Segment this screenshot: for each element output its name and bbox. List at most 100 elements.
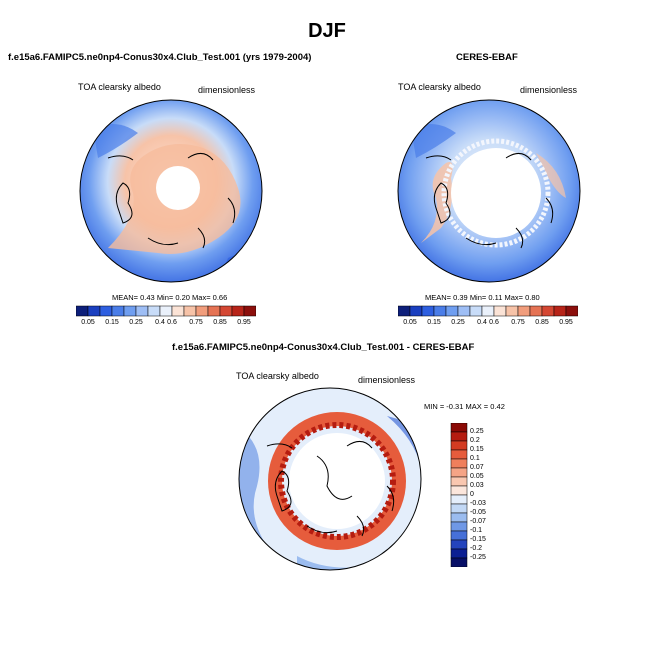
diff-colorbar-tick-label: -0.07 [470,518,486,525]
obs-variable-label: TOA clearsky albedo [398,82,481,92]
diff-colorbar-swatch [450,431,468,442]
obs-colorbar-labels: 0.05 0.15 0.25 0.4 0.6 0.75 0.85 0.95 [398,319,578,329]
diff-coastlines [266,441,395,537]
diff-colorbar-tick-label: -0.05 [470,509,486,516]
obs-colorbar-tick-label: 0.25 [451,319,465,326]
obs-colorbar-tick-label: 0.15 [427,319,441,326]
model-colorbar-swatch [87,305,101,317]
diff-colorbar-swatch [450,521,468,532]
obs-colorbar-swatch [469,305,483,317]
figure-title: DJF [308,20,346,42]
diff-colorbar-swatch [450,539,468,550]
diff-colorbar-swatch [450,503,468,514]
model-colorbar-swatch [231,305,245,317]
model-colorbar-labels: 0.05 0.15 0.25 0.4 0.6 0.75 0.85 0.95 [76,319,256,329]
obs-colorbar-swatch [493,305,507,317]
obs-colorbar [398,305,578,317]
diff-colorbar-swatch [450,467,468,478]
diff-colorbar-swatch [450,423,468,433]
model-colorbar [76,305,256,317]
diff-colorbar-tick-label: 0 [470,491,474,498]
diff-colorbar-swatch [450,458,468,469]
obs-colorbar-swatch [398,305,411,317]
obs-colorbar-swatch [457,305,471,317]
diff-colorbar-swatch [450,494,468,505]
obs-colorbar-tick-label: 0.95 [559,319,573,326]
diff-colorbar-tick-label: 0.25 [470,428,484,435]
model-colorbar-swatch [183,305,197,317]
obs-coastlines [425,153,554,249]
model-colorbar-tick-label: 0.6 [167,319,177,326]
obs-units-label: dimensionless [520,85,578,95]
diff-colorbar-tick-label: 0.2 [470,437,480,444]
model-stats: MEAN= 0.43 Min= 0.20 Max= 0.66 [112,293,228,302]
diff-colorbar-swatch [450,557,468,567]
diff-colorbar-tick-label: 0.15 [470,446,484,453]
diff-polar-hole [289,433,385,529]
obs-polar-hole [451,148,541,238]
diff-colorbar-tick-label: -0.15 [470,536,486,543]
diff-colorbar-tick-label: -0.1 [470,527,483,534]
diff-colorbar-tick-label: -0.25 [470,554,486,561]
model-colorbar-swatch [147,305,161,317]
obs-colorbar-swatch [517,305,531,317]
diff-colorbar-swatch [450,530,468,541]
diff-colorbar-tick-label: -0.03 [470,500,486,507]
diff-colorbar-tick-label: 0.07 [470,464,484,471]
model-colorbar-tick-label: 0.4 [155,319,165,326]
model-panel-title: f.e15a6.FAMIPC5.ne0np4-Conus30x4.Club_Te… [8,52,312,63]
obs-colorbar-tick-label: 0.6 [489,319,499,326]
obs-stats: MEAN= 0.39 Min= 0.11 Max= 0.80 [425,293,540,302]
diff-colorbar-tick-label: 0.05 [470,473,484,480]
diff-stats: MIN = -0.31 MAX = 0.42 [424,402,505,411]
model-colorbar-swatch [111,305,125,317]
model-colorbar-tick-label: 0.95 [237,319,251,326]
model-colorbar-swatch [243,305,256,317]
model-colorbar-swatch [135,305,149,317]
model-colorbar-swatch [219,305,233,317]
model-colorbar-swatch [123,305,137,317]
obs-colorbar-swatch [529,305,543,317]
diff-colorbar [450,423,468,567]
obs-colorbar-tick-label: 0.4 [477,319,487,326]
model-coastlines [107,153,236,249]
model-colorbar-swatch [159,305,173,317]
model-colorbar-swatch [99,305,113,317]
model-colorbar-swatch [207,305,221,317]
obs-colorbar-swatch [481,305,495,317]
obs-colorbar-swatch [553,305,567,317]
diff-positive-ring [268,412,406,550]
obs-colorbar-tick-label: 0.75 [511,319,525,326]
diff-colorbar-swatch [450,548,468,559]
obs-colorbar-swatch [433,305,447,317]
diff-colorbar-swatch [450,476,468,487]
diff-colorbar-swatch [450,485,468,496]
obs-colorbar-swatch [445,305,459,317]
model-units-label: dimensionless [198,85,256,95]
diff-polar-map [238,387,422,571]
diff-colorbar-swatch [450,440,468,451]
diff-colorbar-tick-label: 0.03 [470,482,484,489]
model-colorbar-tick-label: 0.15 [105,319,119,326]
diff-colorbar-tick-label: -0.2 [470,545,483,552]
model-colorbar-swatch [171,305,185,317]
diff-colorbar-labels: 0.25 0.2 0.15 0.1 0.07 0.05 0.03 0 -0.03 -0.05 -0.… [470,423,510,567]
obs-colorbar-tick-label: 0.85 [535,319,549,326]
model-variable-label: TOA clearsky albedo [78,82,161,92]
model-colorbar-swatch [76,305,89,317]
obs-colorbar-swatch [541,305,555,317]
diff-variable-label: TOA clearsky albedo [236,371,319,381]
model-colorbar-tick-label: 0.05 [81,319,95,326]
model-colorbar-tick-label: 0.75 [189,319,203,326]
model-polar-map [79,99,263,283]
obs-polar-map [397,99,581,283]
diff-panel-title: f.e15a6.FAMIPC5.ne0np4-Conus30x4.Club_Te… [172,342,475,353]
diff-units-label: dimensionless [358,375,416,385]
model-colorbar-tick-label: 0.25 [129,319,143,326]
obs-panel-title: CERES-EBAF [456,52,518,63]
obs-colorbar-swatch [421,305,435,317]
model-polar-hole [156,166,200,210]
diff-colorbar-swatch [450,512,468,523]
obs-colorbar-swatch [505,305,519,317]
diff-colorbar-swatch [450,449,468,460]
